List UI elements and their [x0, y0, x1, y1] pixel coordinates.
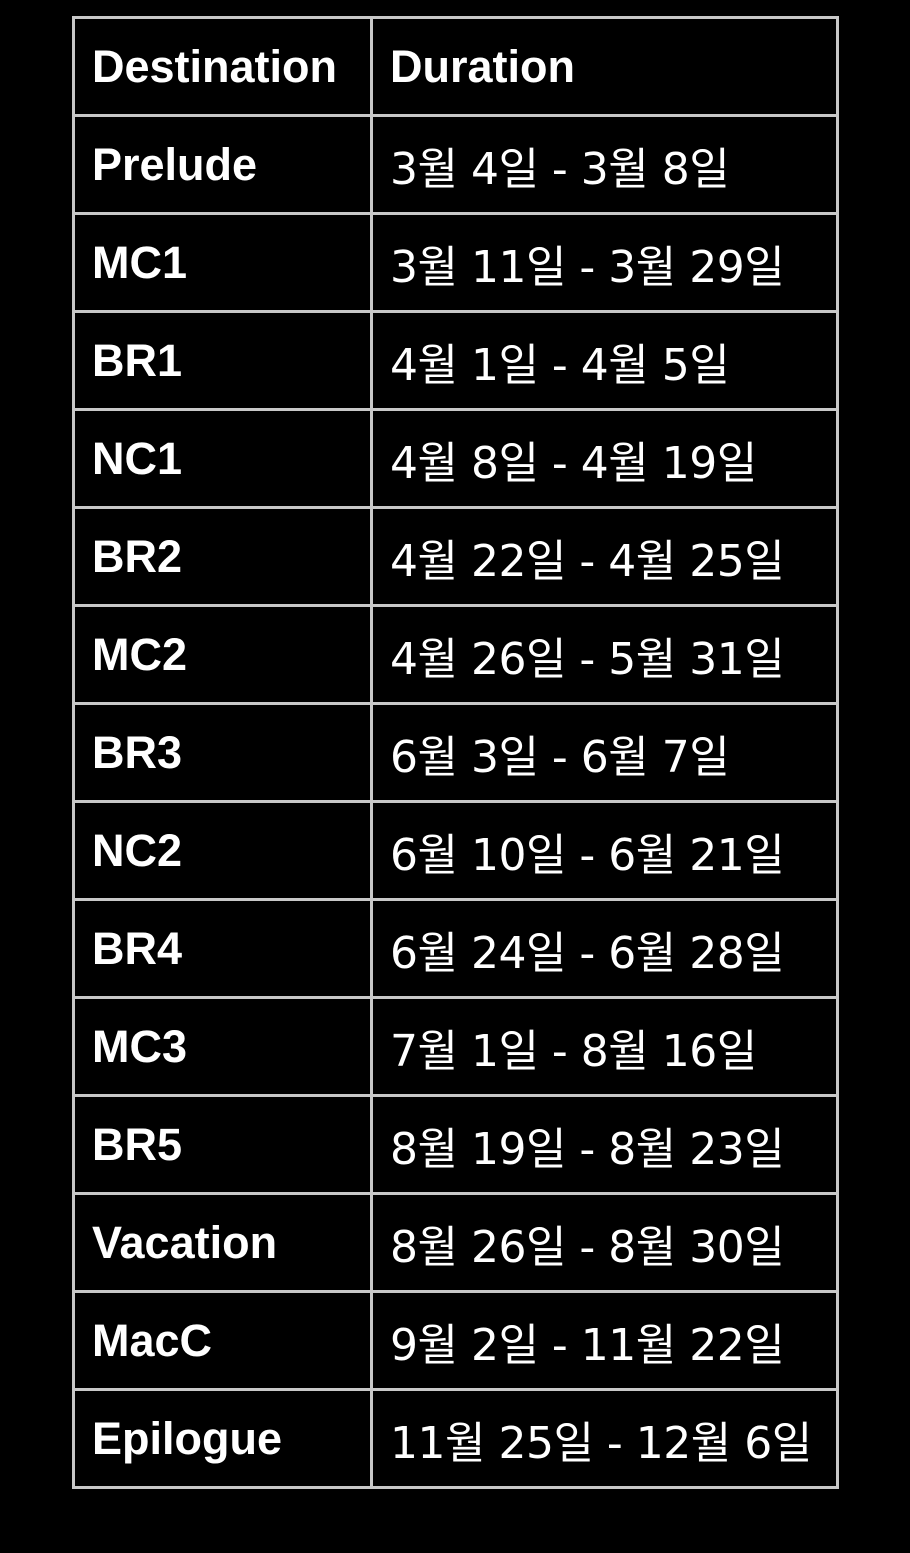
destination-cell: MacC: [72, 1290, 373, 1391]
table-row: Prelude 3월 4일 - 3월 8일: [72, 114, 839, 215]
duration-cell: 9월 2일 - 11월 22일: [370, 1290, 839, 1391]
duration-cell: 11월 25일 - 12월 6일: [370, 1388, 839, 1489]
destination-cell: Prelude: [72, 114, 373, 215]
destination-cell: NC1: [72, 408, 373, 509]
table-row: BR5 8월 19일 - 8월 23일: [72, 1094, 839, 1195]
header-row: Destination Duration: [72, 16, 839, 117]
destination-cell: MC3: [72, 996, 373, 1097]
destination-cell: BR4: [72, 898, 373, 999]
destination-cell: BR2: [72, 506, 373, 607]
table-row: MacC 9월 2일 - 11월 22일: [72, 1290, 839, 1391]
duration-cell: 8월 19일 - 8월 23일: [370, 1094, 839, 1195]
duration-cell: 3월 4일 - 3월 8일: [370, 114, 839, 215]
destination-cell: BR1: [72, 310, 373, 411]
table-row: NC1 4월 8일 - 4월 19일: [72, 408, 839, 509]
table-row: MC1 3월 11일 - 3월 29일: [72, 212, 839, 313]
destination-cell: NC2: [72, 800, 373, 901]
table-body: Prelude 3월 4일 - 3월 8일 MC1 3월 11일 - 3월 29…: [72, 114, 839, 1489]
table-row: MC3 7월 1일 - 8월 16일: [72, 996, 839, 1097]
table-row: BR4 6월 24일 - 6월 28일: [72, 898, 839, 999]
duration-cell: 8월 26일 - 8월 30일: [370, 1192, 839, 1293]
duration-cell: 4월 8일 - 4월 19일: [370, 408, 839, 509]
destination-cell: MC2: [72, 604, 373, 705]
duration-cell: 4월 22일 - 4월 25일: [370, 506, 839, 607]
duration-cell: 6월 3일 - 6월 7일: [370, 702, 839, 803]
destination-cell: BR3: [72, 702, 373, 803]
table-row: BR3 6월 3일 - 6월 7일: [72, 702, 839, 803]
duration-cell: 7월 1일 - 8월 16일: [370, 996, 839, 1097]
duration-cell: 4월 26일 - 5월 31일: [370, 604, 839, 705]
duration-cell: 6월 10일 - 6월 21일: [370, 800, 839, 901]
destination-cell: Epilogue: [72, 1388, 373, 1489]
duration-cell: 4월 1일 - 4월 5일: [370, 310, 839, 411]
table-row: BR2 4월 22일 - 4월 25일: [72, 506, 839, 607]
duration-column-header: Duration: [370, 16, 839, 117]
table-row: NC2 6월 10일 - 6월 21일: [72, 800, 839, 901]
duration-cell: 6월 24일 - 6월 28일: [370, 898, 839, 999]
table-row: Vacation 8월 26일 - 8월 30일: [72, 1192, 839, 1293]
table-header: Destination Duration: [72, 16, 839, 117]
destination-column-header: Destination: [72, 16, 373, 117]
duration-cell: 3월 11일 - 3월 29일: [370, 212, 839, 313]
table-row: MC2 4월 26일 - 5월 31일: [72, 604, 839, 705]
destination-cell: Vacation: [72, 1192, 373, 1293]
schedule-table: Destination Duration Prelude 3월 4일 - 3월 …: [72, 16, 839, 1489]
destination-cell: BR5: [72, 1094, 373, 1195]
table-row: Epilogue 11월 25일 - 12월 6일: [72, 1388, 839, 1489]
destination-cell: MC1: [72, 212, 373, 313]
table-row: BR1 4월 1일 - 4월 5일: [72, 310, 839, 411]
